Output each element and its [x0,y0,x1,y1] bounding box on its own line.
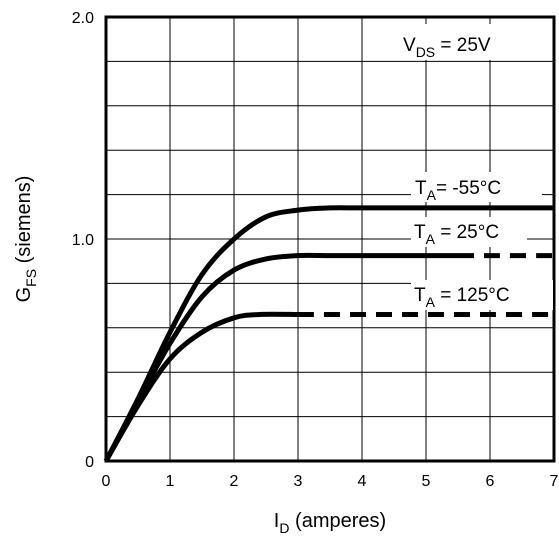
series-label-0: TA= -55°C [415,178,501,203]
x-axis-label: ID (amperes) [274,510,386,536]
condition-label-bg [393,24,531,60]
y-tick-labels: 0 1.0 2.0 [72,10,94,471]
series-line-0 [103,205,554,463]
x-axis-label-sub: D [279,520,289,536]
series-label-1: TA = 25°C [414,222,499,247]
series-label-bg-1 [411,217,527,247]
x-tick-label: 1 [166,473,175,490]
x-tick-label: 2 [230,473,239,490]
series-label-bg-0 [411,172,542,202]
y-tick-label: 0 [85,454,94,471]
condition-label-sub: DS [416,44,435,60]
series-label-0-sub: A [427,187,437,203]
x-axis-label-main: I [274,510,280,532]
x-tick-label: 3 [294,473,303,490]
y-axis-label-main: G [13,287,35,303]
x-tick-label: 5 [422,473,431,490]
series-label-bg-2 [411,280,553,310]
curves [103,205,554,463]
series-label-2: TA = 125°C [414,285,510,310]
condition-label: VDS = 25V [403,35,491,60]
series-label-2-rest: = 125°C [435,285,510,306]
series-label-2-main: T [414,285,426,306]
y-axis-label-sub: FS [23,269,39,287]
series-label-0-main: T [415,178,427,199]
y-axis-label-rest: (siemens) [13,176,35,269]
series-label-2-sub: A [426,294,436,310]
series-label-1-sub: A [426,231,436,247]
x-axis-label-rest: (amperes) [289,510,386,532]
series-label-0-rest: = -55°C [436,178,501,199]
y-axis-label: GFS (siemens) [13,176,39,303]
series-line-2 [103,311,299,463]
plot-frame [104,15,556,463]
y-tick-label: 1.0 [72,232,94,249]
x-tick-label: 0 [102,473,111,490]
x-tick-label: 6 [486,473,495,490]
x-tick-label: 4 [358,473,367,490]
series-label-1-main: T [414,222,426,243]
x-tick-label: 7 [550,473,559,490]
condition-label-main: V [403,35,416,56]
series-line-1 [103,252,458,463]
condition-label-rest: = 25V [435,35,491,56]
x-tick-labels: 0 1 2 3 4 5 6 7 [102,473,559,490]
y-tick-label: 2.0 [72,10,94,27]
series-label-1-rest: = 25°C [435,222,499,243]
